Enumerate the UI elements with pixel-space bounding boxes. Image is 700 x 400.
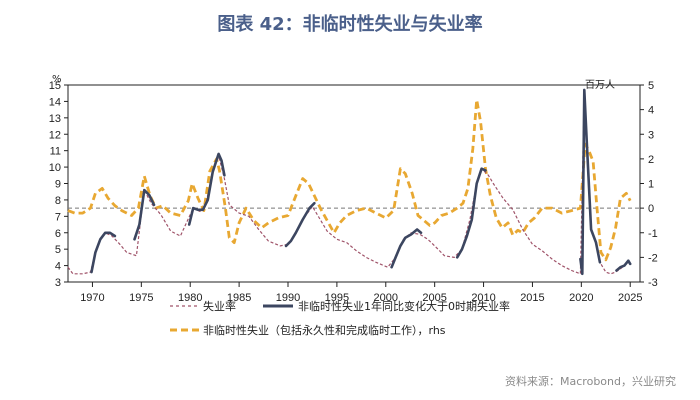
series-highlight-segment (284, 201, 316, 248)
series-highlight-segment (455, 167, 487, 259)
y-left-tick-label: 14 (49, 96, 61, 108)
y-left-tick-label: 8 (55, 195, 61, 207)
x-tick-label: 1980 (178, 292, 202, 304)
legend-label-permanent: 非临时性失业（包括永久性和完成临时工作），rhs (203, 323, 446, 337)
x-tick-label: 2015 (520, 292, 544, 304)
y-left-tick-label: 11 (50, 146, 61, 158)
y-left-tick-label: 9 (55, 179, 61, 191)
series-highlight-segment (579, 88, 602, 276)
plot-frame (67, 84, 641, 283)
y-right-tick-label: 2 (648, 154, 654, 166)
y-left-tick-label: 6 (55, 228, 61, 240)
y-left-tick-label: 15 (49, 80, 61, 92)
right-unit-label: 百万人 (585, 79, 615, 91)
y-right-tick-label: 5 (648, 80, 654, 92)
x-tick-label: 1990 (276, 292, 300, 304)
y-right-tick-label: 0 (648, 203, 654, 215)
series-highlight-segment (187, 152, 226, 226)
x-tick-label: 2010 (471, 292, 495, 304)
left-unit-label: % (52, 74, 62, 85)
chart-title: 图表 42：非临时性失业与失业率 (217, 13, 482, 35)
y-left-tick-label: 4 (55, 261, 61, 273)
legend-label-unemployment: 失业率 (203, 299, 236, 313)
series-highlight-segment (133, 188, 156, 241)
y-left-tick-label: 3 (55, 277, 61, 289)
y-right-tick-label: 4 (648, 105, 654, 117)
y-right-tick-label: 1 (648, 179, 654, 191)
y-axis-left: 3 4 5 6 7 8 9 10 11 12 13 14 15 (49, 80, 68, 289)
legend-label-highlight: 非临时性失业1年同比变化大于0时期失业率 (298, 299, 510, 313)
x-tick-label: 2025 (618, 292, 642, 304)
x-axis: 1970 1975 1980 1985 1990 1995 2000 2005 2010 2015… (80, 282, 642, 304)
y-left-tick-label: 7 (55, 211, 61, 223)
y-left-tick-label: 12 (49, 129, 61, 141)
x-tick-label: 2020 (569, 292, 593, 304)
series-highlight-segment (90, 231, 117, 274)
x-tick-label: 1970 (80, 292, 104, 304)
y-left-tick-label: 5 (55, 244, 61, 256)
x-tick-label: 1985 (227, 292, 251, 304)
x-tick-label: 2000 (374, 292, 398, 304)
series-unemployment-rate-line (67, 89, 631, 275)
plot-border (67, 84, 641, 283)
y-right-tick-label: 3 (648, 129, 654, 141)
y-right-tick-label: -3 (648, 277, 658, 289)
legend: 失业率 非临时性失业1年同比变化大于0时期失业率 非临时性失业（包括永久性和完成… (170, 299, 510, 337)
x-tick-label: 1975 (129, 292, 153, 304)
plot-lines (67, 88, 632, 276)
y-right-tick-label: -2 (648, 252, 658, 264)
y-axis-right: -3 -2 -1 0 1 2 3 4 5 (640, 80, 658, 289)
series-highlight-segment (390, 228, 423, 269)
series-highlight-segment (615, 259, 632, 272)
y-left-tick-label: 13 (49, 113, 61, 125)
source-note: 资料来源：Macrobond，兴业研究 (505, 374, 676, 388)
x-tick-label: 2005 (422, 292, 446, 304)
x-tick-label: 1995 (325, 292, 349, 304)
series-permanent-unemployment-line (67, 98, 632, 262)
y-right-tick-label: -1 (648, 228, 658, 240)
y-left-tick-label: 10 (49, 162, 61, 174)
